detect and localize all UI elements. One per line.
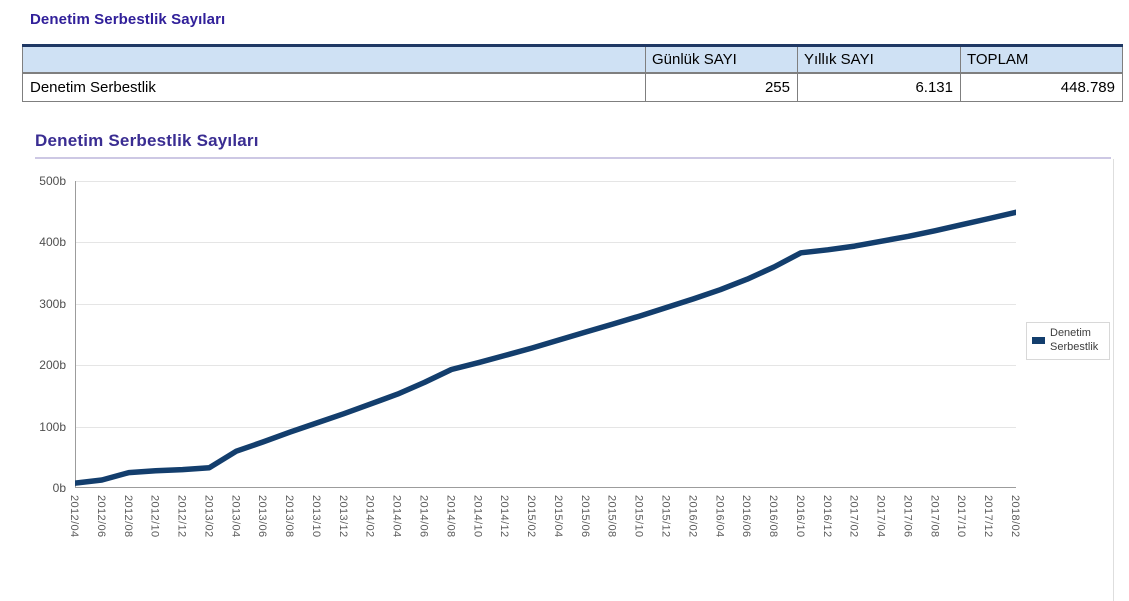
x-tick-label-2016-06: 2016/06 [740,495,753,538]
x-tick-label-2013-08: 2013/08 [283,495,296,538]
x-tick-label-2016-10: 2016/10 [793,495,806,538]
page-title: Denetim Serbestlik Sayıları [30,11,226,28]
x-tick-label-2012-08: 2012/08 [121,495,134,538]
x-tick-label-2016-08: 2016/08 [767,495,780,538]
line-chart-plot [75,181,1016,488]
x-tick-label-2012-12: 2012/12 [175,495,188,538]
x-tick-label-2017-06: 2017/06 [901,495,914,538]
x-tick-label-2014-06: 2014/06 [417,495,430,538]
x-tick-label-2015-12: 2015/12 [659,495,672,538]
x-tick-label-2017-12: 2017/12 [982,495,995,538]
chart-title-divider [35,157,1111,159]
summary-table: Günlük SAYI Yıllık SAYI TOPLAM Denetim Ser… [22,44,1123,102]
x-tick-label-2016-04: 2016/04 [713,495,726,538]
summary-col-header-2: Yıllık SAYI [797,45,961,74]
summary-col-header-1: Günlük SAYI [645,45,798,74]
summary-table-header-row: Günlük SAYI Yıllık SAYI TOPLAM [22,45,1123,74]
summary-col-header-3: TOPLAM [960,45,1123,74]
summary-cell-yearly-count: 6.131 [797,72,961,102]
x-tick-label-2012-04: 2012/04 [68,495,80,538]
x-tick-label-2014-08: 2014/08 [444,495,457,538]
x-tick-label-2012-06: 2012/06 [94,495,107,538]
summary-cell-total-count: 448.789 [960,72,1123,102]
x-tick-label-2015-10: 2015/10 [632,495,645,538]
x-tick-label-2014-02: 2014/02 [363,495,376,538]
x-tick-label-2017-10: 2017/10 [955,495,968,538]
x-tick-label-2015-04: 2015/04 [551,495,564,538]
legend-series-swatch [1032,337,1045,345]
x-tick-label-2014-04: 2014/04 [390,495,403,538]
x-tick-label-2013-06: 2013/06 [256,495,269,538]
x-tick-label-2017-04: 2017/04 [874,495,887,538]
x-tick-label-2018-02: 2018/02 [1009,495,1021,538]
y-tick-label-100b: 100b [39,419,66,434]
x-tick-label-2016-12: 2016/12 [820,495,833,538]
x-tick-label-2014-10: 2014/10 [471,495,484,538]
y-tick-label-500b: 500b [39,174,66,188]
y-tick-label-300b: 300b [39,296,66,311]
x-tick-label-2013-10: 2013/10 [309,495,322,538]
series-line-denetim-serbestlik [75,209,1016,486]
x-tick-label-2015-08: 2015/08 [605,495,618,538]
summary-cell-row-label: Denetim Serbestlik [22,72,646,102]
y-tick-label-400b: 400b [39,235,66,250]
x-tick-label-2017-02: 2017/02 [847,495,860,538]
x-tick-label-2012-10: 2012/10 [148,495,161,538]
x-tick-label-2016-02: 2016/02 [686,495,699,538]
chart-area: 0b 100b 200b 300b 400b 500b 2012/04 2012/06 201… [0,159,1129,601]
x-tick-label-2013-02: 2013/02 [202,495,215,538]
x-tick-label-2015-06: 2015/06 [578,495,591,538]
x-tick-label-2013-12: 2013/12 [336,495,349,538]
y-tick-label-200b: 200b [39,358,66,373]
summary-cell-daily-count: 255 [645,72,798,102]
summary-col-header-0 [22,45,646,74]
x-tick-label-2014-12: 2014/12 [498,495,511,538]
x-tick-label-2013-04: 2013/04 [229,495,242,538]
legend-series-label: Denetim Serbestlik [1050,327,1099,353]
chart-legend[interactable]: Denetim Serbestlik [1026,322,1110,360]
x-tick-label-2015-02: 2015/02 [525,495,538,538]
y-tick-label-0b: 0b [52,481,66,495]
x-tick-label-2017-08: 2017/08 [928,495,941,538]
panel-right-border [1113,159,1114,601]
chart-title: Denetim Serbestlik Sayıları [35,131,259,150]
summary-table-data-row: Denetim Serbestlik 255 6.131 448.789 [22,72,1123,102]
